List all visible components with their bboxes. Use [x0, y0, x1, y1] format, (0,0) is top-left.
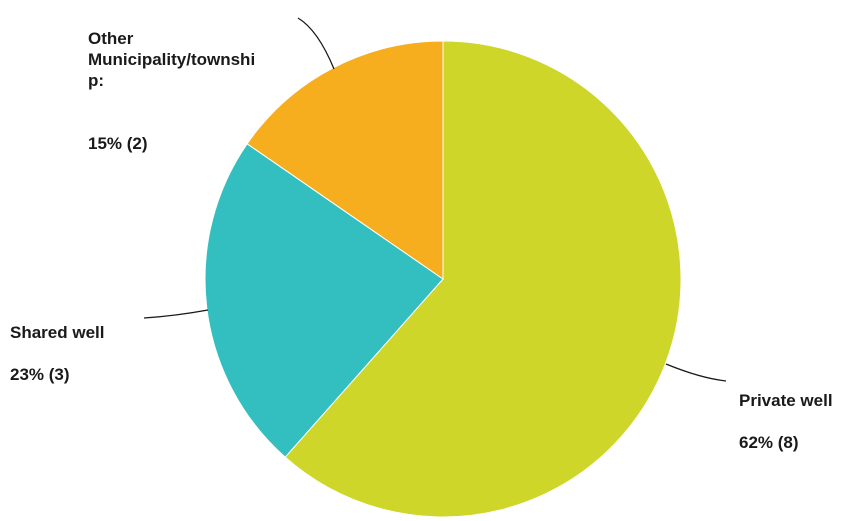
leader-line-shared-well — [144, 310, 208, 318]
slice-label-other-municipality: Other Municipality/townshi p: — [88, 29, 255, 90]
slice-count-private-well: (8) — [778, 433, 799, 452]
slice-label-shared-well: Shared well — [10, 323, 104, 342]
slice-count-shared-well: (3) — [49, 365, 70, 384]
leader-line-private-well — [666, 364, 726, 381]
data-label-private-well: Private well 62% (8) — [739, 369, 833, 453]
slice-percent-private-well: 62% — [739, 433, 773, 452]
data-label-other-municipality: Other Municipality/townshi p: 15% (2) — [88, 7, 255, 154]
slice-percent-shared-well: 23% — [10, 365, 44, 384]
data-label-shared-well: Shared well 23% (3) — [10, 301, 104, 385]
slice-label-private-well: Private well — [739, 391, 833, 410]
leader-line-other-municipality — [298, 18, 334, 69]
slice-percent-other-municipality: 15% — [88, 134, 122, 153]
slice-count-other-municipality: (2) — [127, 134, 148, 153]
